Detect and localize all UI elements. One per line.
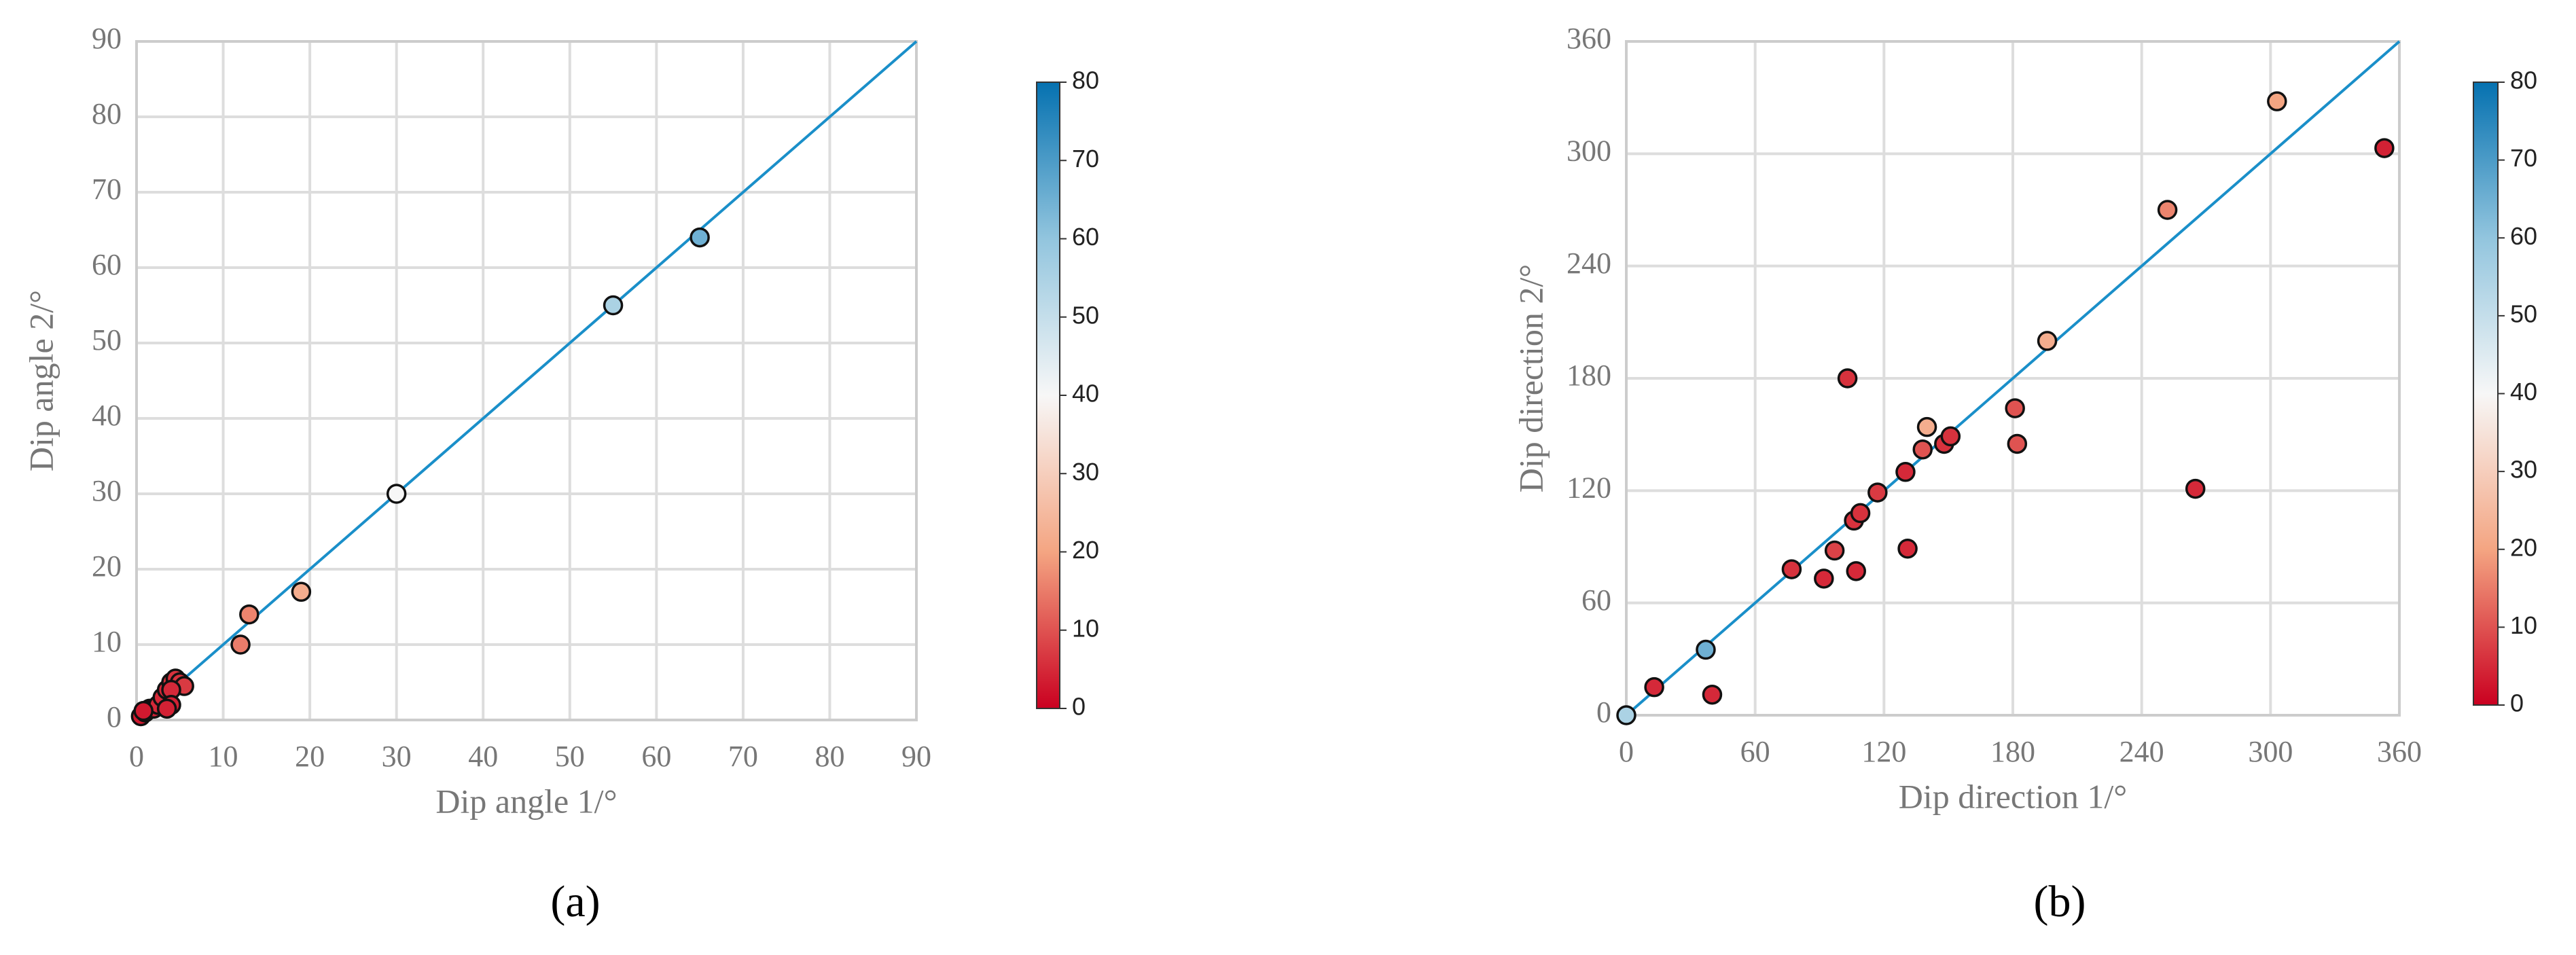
y-tick-label: 80 [92,97,122,130]
colorbar-tick-label: 50 [2510,300,2537,327]
point [1781,559,1802,579]
point [1940,426,1961,447]
x-axis-label: Dip angle 1/° [435,782,617,820]
x-tick-label: 20 [295,740,325,773]
y-tick-label: 60 [92,248,122,281]
y-tick-label: 20 [92,549,122,583]
y-tick-label: 10 [92,625,122,658]
point [1850,503,1871,524]
x-tick-label: 60 [1740,735,1770,768]
x-tick-label: 90 [901,740,931,773]
y-tick-label: 120 [1567,471,1611,504]
point [1897,539,1918,559]
y-tick-label: 70 [92,173,122,206]
point [2374,138,2395,158]
colorbar-tick-label: 20 [2510,533,2537,561]
x-tick-label: 30 [382,740,412,773]
y-axis-label: Dip direction 2/° [1511,264,1550,493]
point [1824,540,1845,561]
x-tick-label: 10 [209,740,238,773]
point [2037,331,2058,351]
colorbar-tick-label: 0 [1072,693,1086,721]
point [239,604,260,625]
y-axis-label: Dip angle 2/° [22,290,60,471]
x-tick-label: 0 [1619,735,1634,768]
point [1702,684,1723,705]
point [1616,705,1636,725]
y-tick-label: 30 [92,474,122,507]
panel-label: (a) [550,877,600,926]
colorbar-tick-label: 30 [1072,458,1099,486]
point [386,484,407,504]
y-tick-label: 300 [1567,134,1611,167]
y-tick-label: 360 [1567,22,1611,55]
y-tick-label: 0 [1596,696,1611,729]
point [603,295,624,316]
point [1895,462,1916,482]
reference-line [1625,40,2401,717]
x-tick-label: 40 [468,740,498,773]
x-tick-label: 70 [728,740,758,773]
y-tick-label: 0 [107,700,122,734]
point [1644,677,1664,698]
colorbar [2473,82,2499,706]
y-tick-label: 240 [1567,247,1611,280]
reference-line [135,40,918,721]
x-tick-label: 80 [815,740,844,773]
x-tick-label: 240 [2119,735,2164,768]
colorbar-tick-label: 10 [2510,611,2537,639]
x-tick-label: 0 [129,740,144,773]
colorbar-tick-label: 30 [2510,456,2537,484]
colorbar-tick-label: 40 [2510,378,2537,406]
point [2157,200,2178,220]
point [1814,569,1834,589]
colorbar-tick-label: 60 [1072,223,1099,251]
x-tick-label: 180 [1990,735,2035,768]
point [1837,368,1858,389]
colorbar-tick-label: 80 [2510,67,2537,94]
point [690,227,710,248]
y-tick-label: 50 [92,323,122,357]
point [291,581,312,602]
colorbar-tick-label: 70 [2510,144,2537,172]
plot-frame [1625,40,2401,717]
colorbar-tick-label: 40 [1072,380,1099,408]
point [230,634,251,655]
x-tick-label: 120 [1861,735,1906,768]
x-tick-label: 300 [2248,735,2293,768]
x-tick-label: 360 [2377,735,2422,768]
point [156,698,177,719]
point [2267,91,2287,111]
colorbar-tick-label: 70 [1072,145,1099,173]
x-axis-label: Dip direction 1/° [1899,777,2128,815]
plot-frame [135,40,918,721]
point [1846,561,1866,581]
point [1916,416,1937,437]
colorbar-tick-label: 20 [1072,536,1099,564]
y-tick-label: 40 [92,399,122,432]
y-tick-label: 60 [1581,583,1611,617]
point [1696,639,1716,660]
colorbar-tick-label: 60 [2510,222,2537,250]
point [1912,439,1933,460]
point [2005,398,2025,418]
x-tick-label: 60 [641,740,671,773]
colorbar-tick-label: 0 [2510,689,2524,717]
colorbar [1036,82,1060,709]
colorbar-tick-label: 80 [1072,67,1099,94]
colorbar-tick-label: 10 [1072,614,1099,642]
y-tick-label: 90 [92,22,122,55]
panel-label: (b) [2034,877,2086,926]
point [133,700,154,721]
point [2185,478,2206,499]
y-tick-label: 180 [1567,359,1611,392]
point [2007,433,2028,454]
colorbar-tick-label: 50 [1072,301,1099,329]
x-tick-label: 50 [555,740,585,773]
point [1867,482,1888,503]
